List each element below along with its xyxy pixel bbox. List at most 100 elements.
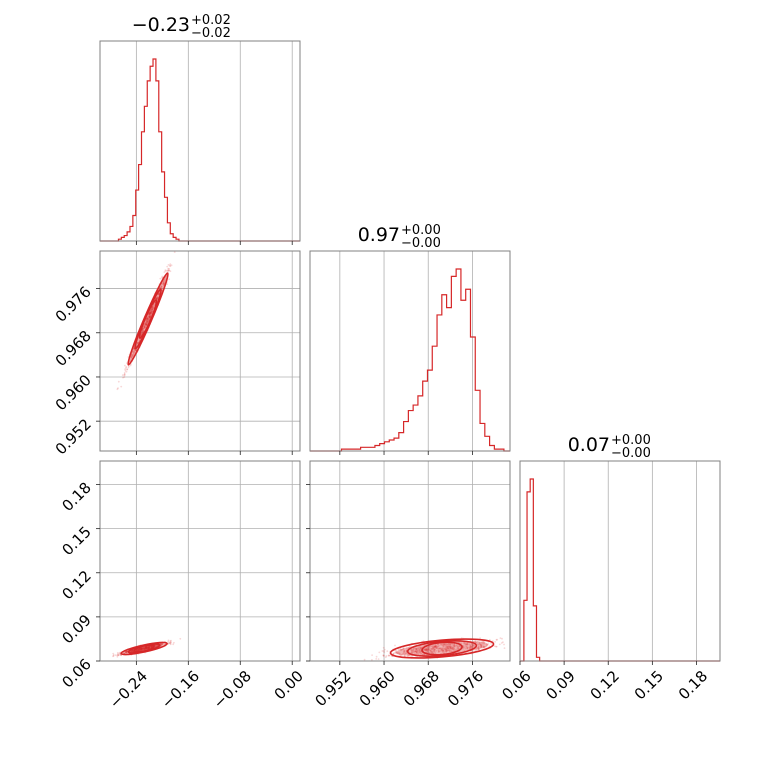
sample-point	[442, 644, 445, 647]
sample-point	[148, 318, 150, 321]
sample-point	[117, 654, 120, 656]
sample-point	[140, 648, 142, 651]
sample-point	[502, 641, 504, 643]
sample-point	[148, 313, 151, 316]
sample-point	[471, 650, 473, 653]
sample-point	[418, 651, 421, 654]
sample-point	[145, 319, 148, 322]
sample-point	[145, 323, 147, 326]
sample-point	[112, 655, 114, 658]
sample-point	[434, 646, 437, 648]
sample-point	[431, 649, 434, 651]
sample-point	[433, 646, 436, 649]
sample-point	[148, 645, 151, 648]
sample-point	[381, 650, 384, 652]
sample-point	[148, 317, 151, 320]
title-lower-error: −0.00	[401, 236, 441, 251]
sample-point	[442, 650, 445, 652]
sample-point	[141, 647, 143, 649]
sample-point	[148, 312, 151, 315]
sample-point	[385, 655, 388, 657]
sample-point	[433, 645, 436, 648]
sample-point	[411, 651, 413, 654]
sample-point	[449, 647, 452, 650]
sample-point	[483, 646, 486, 648]
sample-point	[129, 359, 132, 361]
sample-point	[398, 652, 401, 655]
sample-point	[149, 316, 151, 319]
sample-point	[149, 315, 151, 318]
sample-point	[447, 645, 449, 648]
sample-point	[138, 648, 141, 650]
sample-point	[151, 306, 154, 309]
sample-point	[139, 649, 141, 652]
sample-point	[142, 647, 145, 650]
sample-point	[117, 653, 119, 655]
sample-point	[155, 645, 158, 648]
sample-point	[124, 369, 127, 372]
sample-point	[143, 648, 145, 651]
sample-point	[145, 323, 148, 326]
sample-point	[446, 647, 449, 650]
panel-joint-p1-p2	[309, 460, 511, 662]
sample-point	[136, 342, 139, 345]
sample-point	[116, 651, 119, 654]
sample-point	[169, 265, 172, 268]
sample-point	[446, 643, 448, 645]
sample-point	[143, 326, 146, 328]
sample-point	[145, 646, 148, 648]
sample-point	[438, 647, 441, 650]
sample-point	[415, 650, 418, 653]
sample-point	[161, 276, 163, 279]
contour-level-3	[120, 641, 168, 656]
sample-point	[449, 647, 452, 649]
sample-point	[148, 314, 151, 317]
x-tick-label-p2: 0.15	[631, 667, 667, 703]
sample-point	[123, 374, 126, 377]
sample-point	[169, 643, 172, 646]
x-tick-label-p1: 0.960	[356, 667, 399, 710]
sample-point	[149, 311, 152, 314]
sample-point	[416, 650, 419, 653]
sample-point	[133, 351, 136, 354]
sample-point	[433, 647, 435, 650]
sample-point	[498, 643, 501, 646]
sample-point	[403, 651, 405, 654]
sample-point	[140, 647, 143, 650]
panel-hist-p2	[519, 460, 721, 662]
sample-point	[149, 315, 152, 317]
sample-point	[143, 325, 146, 328]
sample-point	[146, 320, 149, 322]
sample-point	[141, 647, 143, 650]
sample-point	[468, 646, 471, 648]
sample-point	[140, 647, 143, 650]
sample-point	[163, 280, 166, 283]
sample-point	[156, 296, 159, 299]
y-tick-label-p1: 0.968	[52, 327, 95, 370]
sample-point	[449, 645, 451, 648]
sample-point	[453, 645, 456, 647]
sample-point	[163, 282, 166, 284]
sample-point	[117, 380, 120, 383]
title-upper-error: +0.02	[191, 13, 231, 28]
sample-point	[162, 281, 165, 283]
sample-point	[477, 647, 480, 650]
sample-point	[445, 648, 448, 651]
sample-point	[466, 643, 469, 646]
sample-point	[444, 643, 447, 645]
sample-point	[415, 648, 418, 651]
sample-point	[453, 643, 456, 646]
sample-point	[402, 652, 404, 655]
sample-point	[446, 649, 449, 652]
sample-point	[430, 645, 433, 647]
sample-point	[397, 652, 400, 655]
sample-point	[407, 647, 409, 649]
sample-point	[148, 316, 151, 319]
sample-point	[141, 329, 144, 332]
sample-point	[143, 326, 146, 328]
sample-point	[432, 652, 435, 654]
sample-point	[167, 267, 170, 270]
sample-point	[151, 305, 154, 308]
sample-point	[420, 647, 422, 650]
sample-point	[499, 637, 502, 639]
